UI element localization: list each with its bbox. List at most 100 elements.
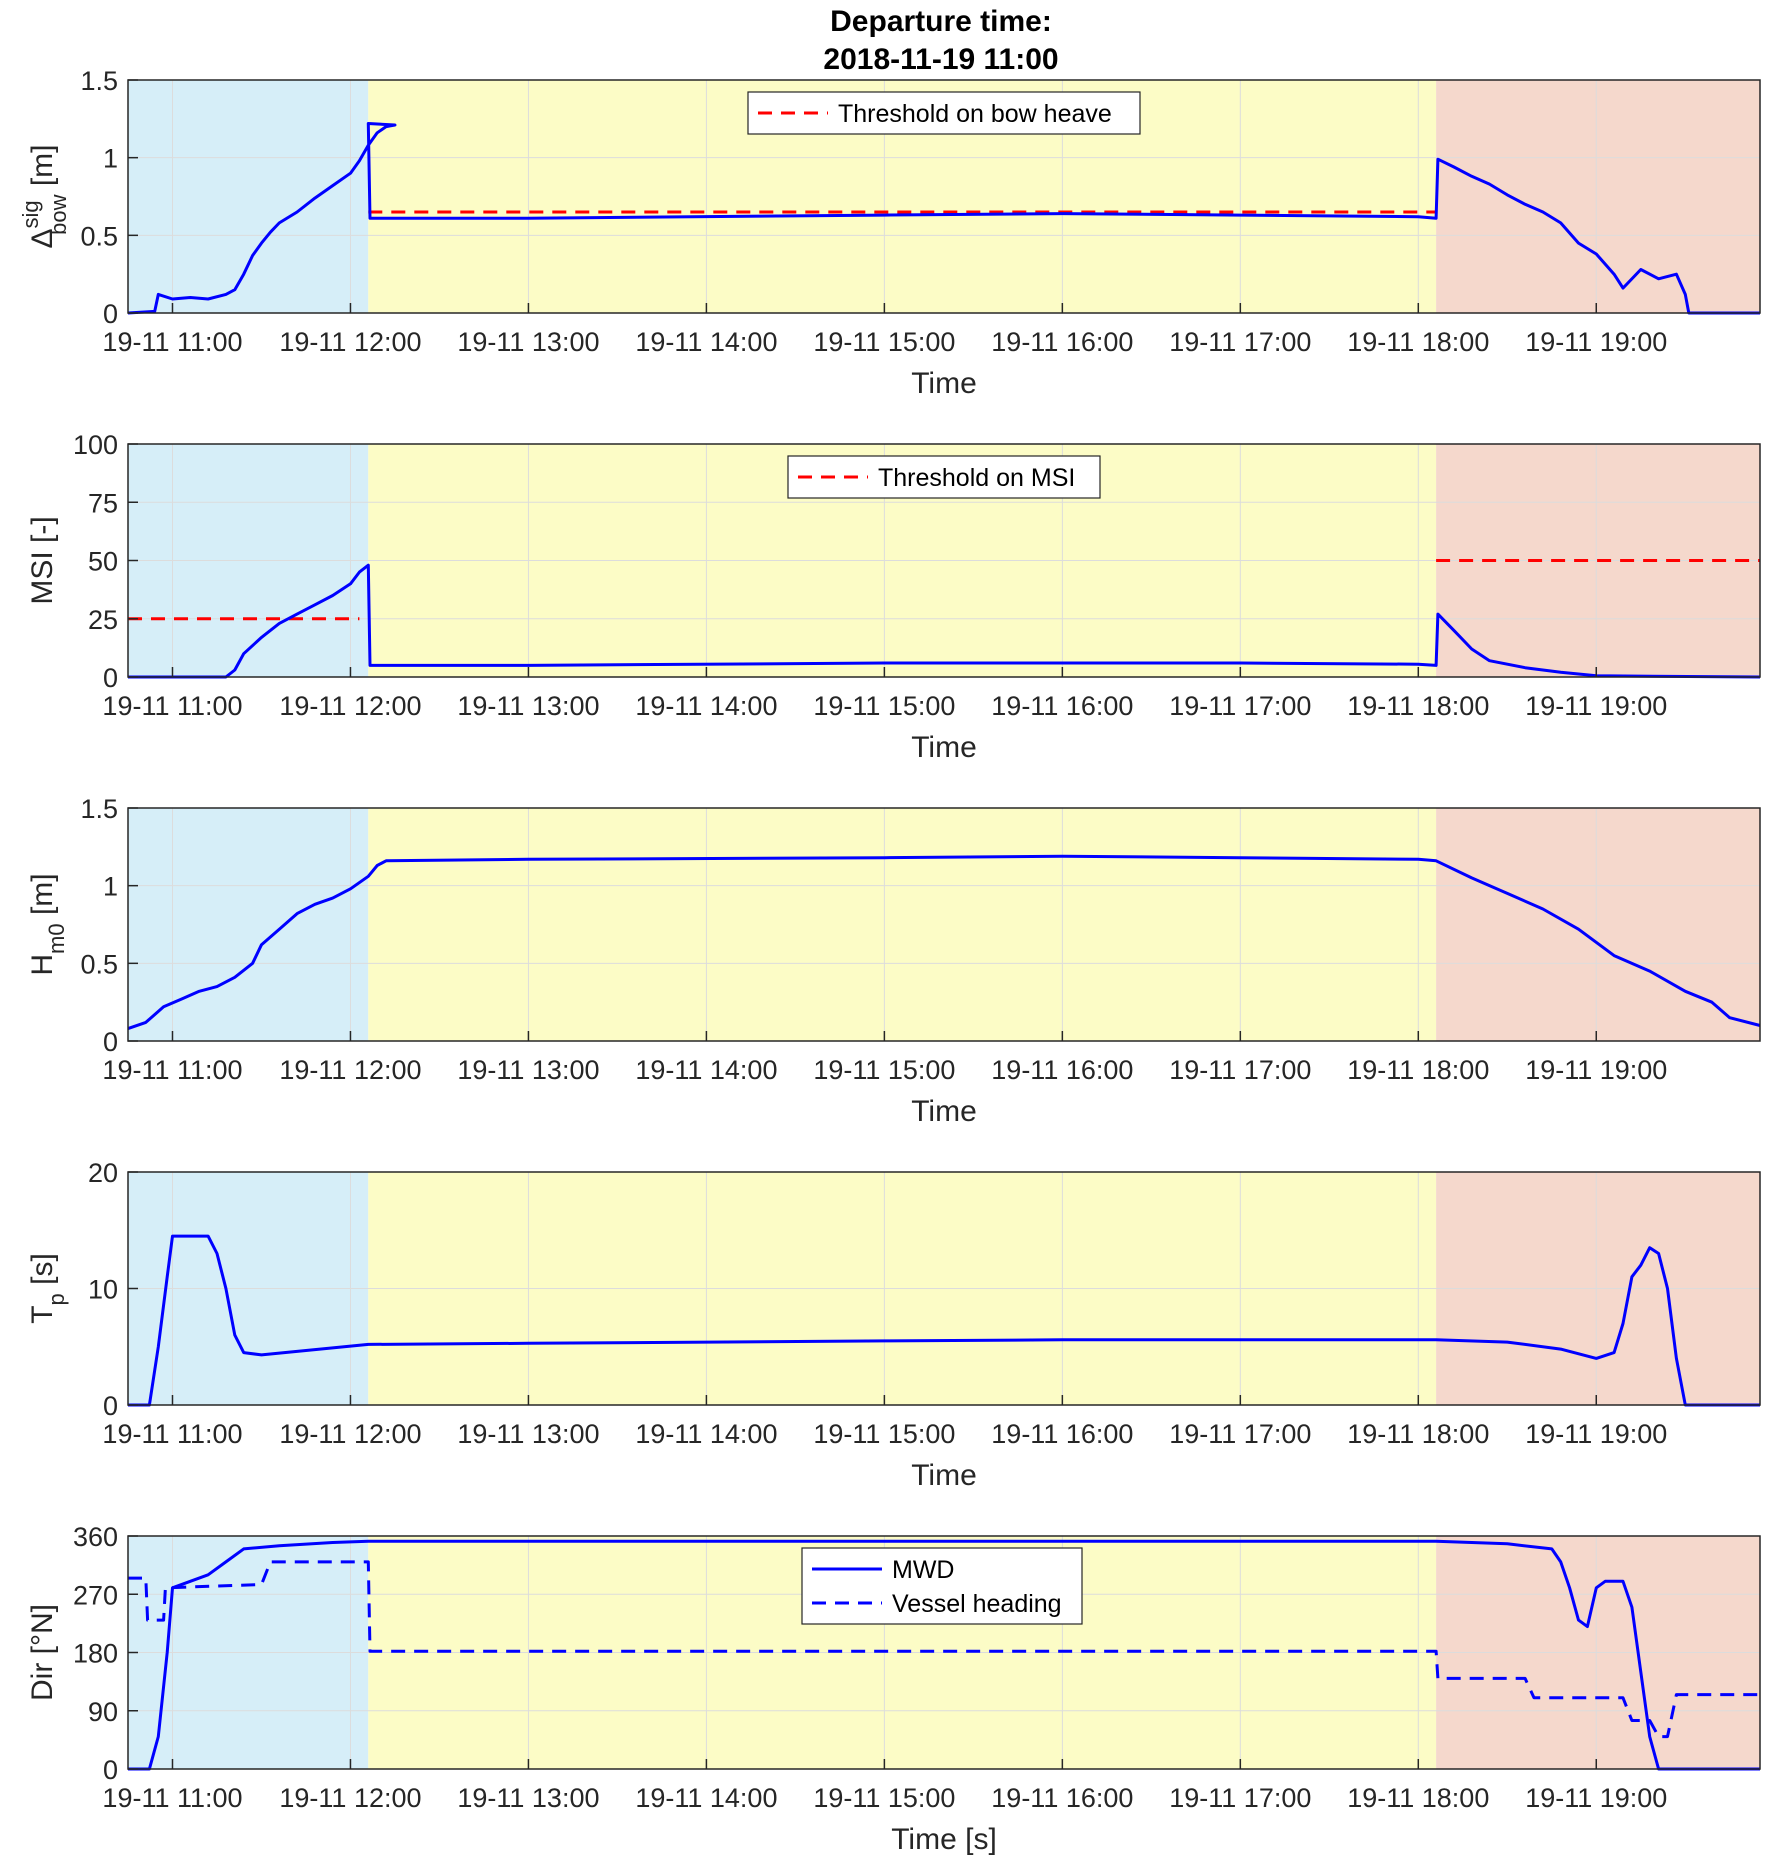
x-tick-label: 19-11 19:00 (1525, 327, 1667, 357)
y-tick-label: 75 (88, 488, 118, 518)
x-tick-label: 19-11 15:00 (813, 1055, 955, 1085)
y-axis-label-subscript: m0 (44, 923, 69, 954)
x-axis-label: Time [s] (891, 1823, 997, 1856)
y-axis-label-main: Dir [°N] (26, 1604, 59, 1701)
y-tick-label: 20 (88, 1158, 118, 1188)
phase-band-3 (1436, 808, 1760, 1041)
phase-band-1 (128, 80, 369, 313)
x-tick-label: 19-11 18:00 (1347, 327, 1489, 357)
legend-box (801, 1547, 1083, 1625)
mwd-line (128, 1539, 1760, 1771)
subplot-1: 0 0.5 1 1.5 19-11 11:00 19-11 12:00 19-11 13:0… (18, 66, 1761, 400)
y-tick-label: 90 (88, 1697, 118, 1727)
data-series-line (128, 563, 1761, 679)
y-tick-label: 0.5 (80, 949, 118, 979)
x-tick-label: 19-11 14:00 (635, 1055, 777, 1085)
x-tick-label: 19-11 18:00 (1347, 1419, 1489, 1449)
y-tick-label: 1 (103, 144, 118, 174)
x-tick-label: 19-11 16:00 (991, 327, 1133, 357)
axes-box (127, 807, 1761, 1042)
x-tick-label: 19-11 17:00 (1169, 327, 1311, 357)
x-tick-label: 19-11 16:00 (991, 1419, 1133, 1449)
y-axis-label: Dir [°N] (26, 1604, 59, 1701)
subplot-4: 0 10 20 19-11 11:00 19-11 12:00 19-11 13:00 19… (26, 1158, 1761, 1492)
y-tick-label: 360 (73, 1522, 118, 1552)
y-axis-label-main: T (26, 1305, 59, 1323)
x-tick-label: 19-11 12:00 (279, 327, 421, 357)
x-tick-label: 19-11 11:00 (102, 1419, 242, 1449)
legend: Threshold on MSI (787, 455, 1101, 499)
x-tick-label: 19-11 19:00 (1525, 1419, 1667, 1449)
y-axis-label-unit: [m] (26, 144, 59, 194)
y-axis-label-subscript: bow (46, 194, 71, 234)
x-axis-label: Time (911, 731, 977, 764)
y-tick-label: 10 (88, 1275, 118, 1305)
x-tick-label: 19-11 14:00 (635, 1783, 777, 1813)
vessel-heading-line (128, 1560, 1760, 1739)
x-tick-label: 19-11 16:00 (991, 1055, 1133, 1085)
y-tick-label: 270 (73, 1580, 118, 1610)
y-axis-label-subscript: p (44, 1293, 69, 1305)
y-axis-label: MSI [-] (26, 516, 59, 604)
x-tick-label: 19-11 13:00 (457, 1783, 599, 1813)
x-axis-label: Time (911, 1095, 977, 1128)
x-tick-label: 19-11 18:00 (1347, 691, 1489, 721)
y-axis-label-superscript: sig (18, 200, 43, 228)
figure-title-line-1: Departure time: (830, 5, 1052, 38)
y-tick-label: 1 (103, 872, 118, 902)
x-tick-label: 19-11 13:00 (457, 1419, 599, 1449)
data-series-line (127, 122, 1760, 315)
y-tick-label: 0 (103, 1755, 118, 1785)
x-tick-label: 19-11 11:00 (102, 327, 242, 357)
phase-band-3 (1436, 80, 1760, 313)
x-axis-label: Time (911, 367, 977, 400)
y-axis-label-unit: [s] (26, 1253, 59, 1293)
y-tick-label: 0 (103, 299, 118, 329)
x-tick-label: 19-11 15:00 (813, 327, 955, 357)
x-tick-label: 19-11 16:00 (991, 691, 1133, 721)
data-series-line (128, 1234, 1760, 1407)
y-axis-label-main: H (26, 954, 59, 976)
x-tick-label: 19-11 19:00 (1525, 691, 1667, 721)
y-tick-label: 0.5 (80, 221, 118, 251)
x-tick-label: 19-11 17:00 (1169, 1055, 1311, 1085)
figure-title-line-2: 2018-11-19 11:00 (823, 43, 1058, 76)
x-tick-label: 19-11 17:00 (1169, 1419, 1311, 1449)
y-tick-label: 25 (88, 605, 118, 635)
x-axis-label: Time (911, 1459, 977, 1492)
y-tick-label: 1.5 (80, 794, 118, 824)
legend-entry-label: MWD (892, 1556, 954, 1584)
y-tick-label: 1.5 (80, 66, 118, 96)
x-tick-label: 19-11 14:00 (635, 327, 777, 357)
y-axis-label: Tp [s] (26, 1253, 69, 1324)
x-tick-label: 19-11 13:00 (457, 691, 599, 721)
x-tick-label: 19-11 18:00 (1347, 1055, 1489, 1085)
axes-box (127, 79, 1761, 314)
x-tick-label: 19-11 13:00 (457, 327, 599, 357)
y-tick-label: 100 (73, 430, 118, 460)
y-axis-label-unit: [m] (26, 873, 59, 923)
y-tick-label: 50 (88, 547, 118, 577)
legend: MWD Vessel heading (801, 1547, 1083, 1625)
x-tick-label: 19-11 15:00 (813, 1419, 955, 1449)
x-tick-label: 19-11 17:00 (1169, 691, 1311, 721)
x-tick-label: 19-11 17:00 (1169, 1783, 1311, 1813)
x-tick-label: 19-11 14:00 (635, 691, 777, 721)
y-tick-label: 0 (103, 663, 118, 693)
x-tick-label: 19-11 13:00 (457, 1055, 599, 1085)
phase-band-2 (368, 808, 1437, 1041)
x-tick-label: 19-11 19:00 (1525, 1783, 1667, 1813)
legend-entry-label: Threshold on MSI (878, 464, 1075, 492)
y-axis-label: Hm0 [m] (26, 873, 69, 975)
x-tick-label: 19-11 19:00 (1525, 1055, 1667, 1085)
x-tick-label: 19-11 14:00 (635, 1419, 777, 1449)
x-tick-label: 19-11 12:00 (279, 691, 421, 721)
y-tick-label: 180 (73, 1639, 118, 1669)
subplot-5: 0 90 180 270 360 19-11 11:00 19-11 12:00 19-11 … (26, 1522, 1761, 1856)
legend-entry-label: Vessel heading (892, 1590, 1062, 1618)
x-tick-label: 19-11 11:00 (102, 691, 242, 721)
x-tick-label: 19-11 16:00 (991, 1783, 1133, 1813)
x-tick-label: 19-11 11:00 (102, 1055, 242, 1085)
x-tick-label: 19-11 12:00 (279, 1055, 421, 1085)
